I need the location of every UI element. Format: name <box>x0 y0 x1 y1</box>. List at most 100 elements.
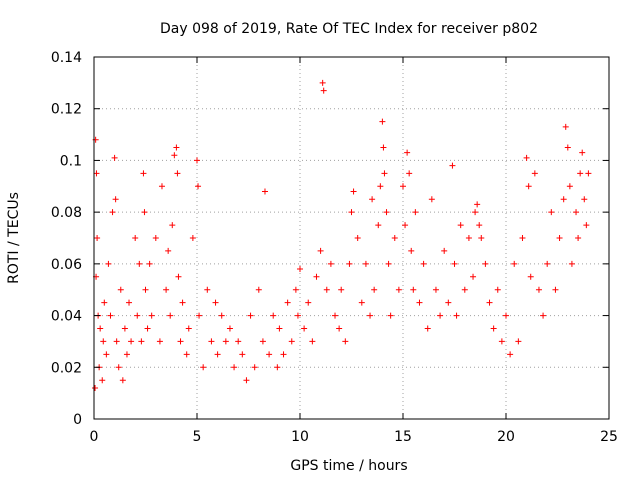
data-point <box>420 260 427 267</box>
data-point <box>391 235 398 241</box>
data-point <box>194 157 200 164</box>
data-point <box>317 247 324 254</box>
data-point <box>424 325 431 332</box>
data-point <box>579 149 586 156</box>
data-point <box>476 222 483 229</box>
data-point <box>239 351 246 358</box>
data-point <box>410 286 417 293</box>
x-tick-label: 5 <box>193 429 202 445</box>
data-point <box>208 338 215 345</box>
data-point <box>406 170 413 177</box>
data-point <box>231 364 238 371</box>
data-point <box>531 170 538 177</box>
data-point <box>498 338 505 345</box>
data-point <box>212 299 219 306</box>
data-point <box>255 286 262 293</box>
data-point <box>158 183 165 190</box>
data-point <box>92 384 99 391</box>
axes: 0 5 10 15 20 25 0 0.02 0.04 0.06 0.08 0.1 0.12 0.14 <box>51 50 618 445</box>
data-point <box>156 338 163 345</box>
data-point <box>152 235 159 241</box>
data-point <box>470 273 477 280</box>
data-point <box>313 273 320 280</box>
data-point <box>332 312 339 319</box>
data-point <box>218 312 225 319</box>
data-point <box>107 312 114 319</box>
data-point <box>185 325 192 332</box>
data-point <box>575 235 582 241</box>
data-point <box>320 87 327 94</box>
data-point <box>402 222 409 229</box>
data-point <box>284 299 291 306</box>
data-point <box>121 325 128 332</box>
data-point <box>274 364 281 371</box>
data-point <box>383 209 390 216</box>
y-tick-label: 0.12 <box>51 102 82 118</box>
data-point <box>117 286 124 293</box>
y-tick-label: 0.1 <box>60 153 82 169</box>
data-point <box>371 286 378 293</box>
data-point <box>354 235 361 241</box>
y-tick-label: 0.04 <box>51 309 82 325</box>
data-point <box>163 286 170 293</box>
data-point <box>560 196 567 203</box>
data-point <box>128 338 135 345</box>
data-point <box>123 351 130 358</box>
data-point <box>103 351 110 358</box>
data-point <box>319 79 326 86</box>
data-point <box>305 299 312 306</box>
x-tick-label: 15 <box>394 429 412 445</box>
data-point <box>297 266 303 273</box>
data-point <box>585 170 592 177</box>
data-point <box>548 209 555 216</box>
data-point <box>449 162 456 169</box>
data-point <box>276 325 283 332</box>
data-point <box>175 273 182 280</box>
data-point <box>336 325 343 332</box>
data-point <box>183 351 190 358</box>
data-point <box>503 312 509 319</box>
data-point <box>126 299 133 306</box>
data-point <box>173 144 180 151</box>
data-point <box>251 364 258 371</box>
data-point <box>519 235 526 241</box>
data-point <box>461 286 468 293</box>
data-point <box>140 170 147 177</box>
data-point <box>204 286 211 293</box>
data-point <box>416 299 423 306</box>
data-point <box>369 196 376 203</box>
data-point <box>472 209 479 216</box>
data-point <box>101 299 108 306</box>
data-point <box>243 377 250 384</box>
data-point <box>169 222 176 229</box>
data-point <box>113 338 120 345</box>
data-point <box>138 338 145 345</box>
data-point <box>195 183 202 190</box>
data-point <box>573 209 580 216</box>
data-point <box>441 247 448 254</box>
data-point <box>346 260 353 267</box>
chart-title: Day 098 of 2019, Rate Of TEC Index for r… <box>160 21 538 37</box>
data-point <box>381 170 388 177</box>
data-point <box>566 183 573 190</box>
data-point <box>527 273 534 280</box>
data-point <box>432 286 439 293</box>
data-point <box>292 286 299 293</box>
data-point <box>478 235 485 241</box>
data-point <box>200 364 207 371</box>
data-point <box>408 247 415 254</box>
data-point <box>196 312 203 319</box>
data-point <box>523 154 530 161</box>
data-point <box>457 222 464 229</box>
data-point <box>377 183 384 190</box>
data-point <box>100 338 107 345</box>
data-point <box>222 338 229 345</box>
x-tick-label: 10 <box>291 429 309 445</box>
plot-frame <box>93 56 610 420</box>
data-point <box>348 209 355 216</box>
data-points <box>92 79 592 391</box>
data-point <box>362 260 369 267</box>
data-point <box>105 260 112 267</box>
data-point <box>327 260 334 267</box>
data-point <box>259 338 266 345</box>
